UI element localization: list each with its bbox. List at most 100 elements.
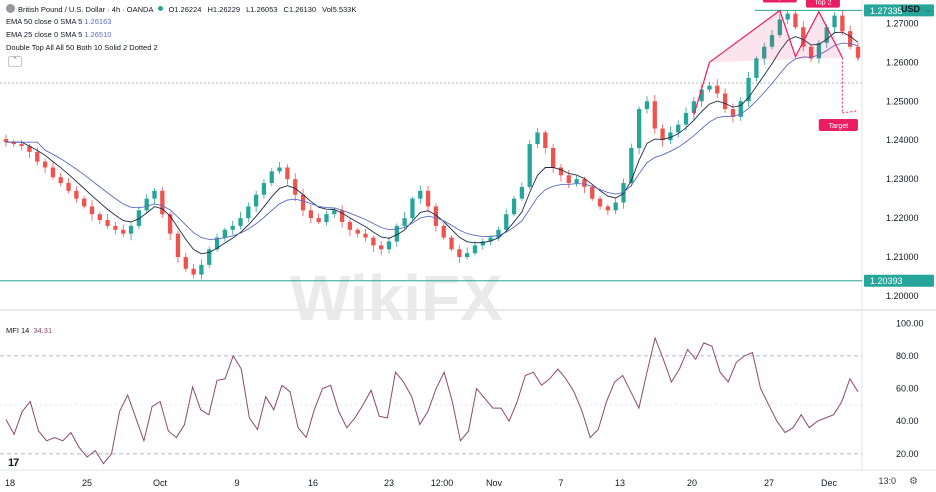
pattern-label: Target bbox=[829, 123, 849, 130]
pattern-label: Top 2 bbox=[814, 0, 831, 7]
pattern-label: Top 1 bbox=[771, 0, 788, 2]
ema50-line bbox=[6, 42, 859, 240]
candle-body bbox=[402, 218, 407, 226]
mfi-label: MFI 14 bbox=[6, 326, 30, 335]
time-tick-label: 9 bbox=[234, 478, 239, 488]
candle-body bbox=[167, 214, 173, 234]
watermark-text: WikiFX bbox=[290, 262, 503, 334]
gear-icon[interactable]: ⚙ bbox=[909, 476, 918, 487]
time-tick-label: 23 bbox=[384, 478, 394, 488]
double-top-area bbox=[709, 10, 843, 63]
candle-body bbox=[74, 190, 79, 199]
candle-body bbox=[11, 142, 16, 145]
candle-body bbox=[613, 202, 618, 211]
candle-body bbox=[136, 210, 142, 226]
candle-body bbox=[465, 253, 470, 258]
candle-body bbox=[379, 245, 384, 250]
time-tick-label: 7 bbox=[558, 478, 563, 488]
mfi-tick-label: 20.00 bbox=[896, 449, 919, 459]
candle-body bbox=[738, 101, 743, 117]
candle-body bbox=[50, 167, 56, 178]
candle-body bbox=[488, 237, 493, 242]
time-tick-label: 12:00 bbox=[431, 478, 454, 488]
time-tick-label: 18 bbox=[5, 478, 15, 488]
ema50-value: 1.26163 bbox=[84, 17, 112, 26]
market-status-icon bbox=[158, 6, 164, 11]
currency-selector[interactable]: USD bbox=[900, 4, 920, 14]
candle-body bbox=[457, 249, 462, 258]
candle-body bbox=[762, 46, 767, 59]
candle-body bbox=[253, 194, 259, 207]
candle-body bbox=[371, 237, 376, 246]
candle-body bbox=[769, 35, 775, 47]
candle-body bbox=[558, 167, 564, 176]
candle-body bbox=[699, 89, 704, 102]
candle-body bbox=[82, 198, 87, 207]
time-tick-label: 27 bbox=[764, 478, 774, 488]
candle-body bbox=[855, 46, 861, 58]
candle-body bbox=[433, 206, 439, 226]
candle-body bbox=[214, 237, 220, 250]
candle-body bbox=[808, 46, 814, 59]
candle-body bbox=[590, 186, 595, 199]
candle-body bbox=[722, 93, 728, 110]
candle-body bbox=[58, 177, 63, 184]
ohlc-low: L1.26053 bbox=[246, 5, 278, 14]
time-tick-label: 13 bbox=[615, 478, 625, 488]
double-top-label: Double Top All All 50 Both 10 Solid 2 Do… bbox=[6, 43, 158, 52]
candle-body bbox=[566, 175, 571, 184]
collapse-legend-button[interactable]: ⌃ bbox=[8, 56, 22, 67]
candle-body bbox=[707, 85, 712, 90]
ohlc-close: C1.26130 bbox=[283, 5, 317, 14]
symbol-legend[interactable]: British Pound / U.S. Dollar · 4h · OANDA… bbox=[6, 4, 356, 15]
double-top-legend[interactable]: Double Top All All 50 Both 10 Solid 2 Do… bbox=[6, 43, 158, 53]
candle-body bbox=[324, 214, 329, 222]
candle-body bbox=[277, 167, 282, 172]
ohlc-high: H1.26229 bbox=[207, 5, 241, 14]
candle-body bbox=[19, 144, 24, 147]
candle-body bbox=[660, 128, 665, 141]
candle-body bbox=[105, 220, 110, 226]
candle-body bbox=[308, 210, 313, 219]
time-tick-label: Dec bbox=[821, 478, 838, 488]
timezone-label[interactable]: 13:0 bbox=[878, 476, 896, 486]
candle-body bbox=[504, 214, 509, 230]
candle-body bbox=[441, 225, 446, 238]
candle-body bbox=[144, 198, 149, 211]
ema25-label: EMA 25 close 0 SMA 5 bbox=[6, 30, 83, 39]
ema50-legend[interactable]: EMA 50 close 0 SMA 5 1.26163 bbox=[6, 17, 111, 27]
candle-body bbox=[785, 13, 790, 20]
candle-body bbox=[449, 237, 454, 250]
price-tick-label: 1.24000 bbox=[886, 135, 919, 145]
candle-body bbox=[754, 58, 759, 78]
candle-body bbox=[574, 179, 579, 184]
level-price-label: 1.27335 bbox=[870, 6, 903, 16]
mfi-legend[interactable]: MFI 14 34.31 bbox=[6, 326, 52, 336]
candle-body bbox=[113, 225, 118, 230]
candle-body bbox=[668, 132, 673, 141]
candle-body bbox=[605, 206, 611, 211]
level-price-label: 1.20393 bbox=[870, 276, 903, 286]
candle-body bbox=[496, 229, 501, 238]
candle-body bbox=[316, 218, 321, 222]
candle-body bbox=[199, 264, 204, 275]
time-tick-label: 20 bbox=[687, 478, 697, 488]
candle-body bbox=[582, 179, 587, 187]
candle-body bbox=[425, 190, 431, 207]
candle-body bbox=[801, 27, 806, 47]
candle-body bbox=[410, 198, 415, 219]
price-tick-label: 1.25000 bbox=[886, 96, 919, 106]
candle-body bbox=[535, 132, 540, 145]
price-tick-label: 1.21000 bbox=[886, 252, 919, 262]
tradingview-logo-icon[interactable]: 17 bbox=[8, 457, 19, 469]
pattern-label-box bbox=[805, 0, 840, 8]
candle-body bbox=[848, 31, 853, 47]
mfi-value: 34.31 bbox=[33, 326, 53, 335]
pattern-label-box bbox=[818, 118, 858, 131]
price-tick-label: 1.22000 bbox=[886, 213, 919, 223]
ema50-label: EMA 50 close 0 SMA 5 bbox=[6, 17, 83, 26]
candle-body bbox=[644, 101, 650, 110]
ema25-legend[interactable]: EMA 25 close 0 SMA 5 1.26510 bbox=[6, 30, 111, 40]
chevron-down-icon[interactable]: ⌄ bbox=[924, 4, 932, 14]
